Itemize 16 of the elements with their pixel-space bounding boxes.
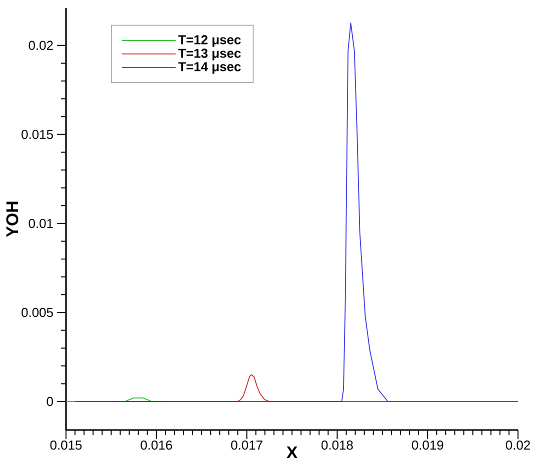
legend-label: T=14 μsec <box>178 62 241 74</box>
x-tick-label: 0.02 <box>506 440 530 450</box>
y-tick-label: 0.02 <box>28 40 53 50</box>
legend-label: T=12 μsec <box>178 35 241 47</box>
legend-label: T=13 μsec <box>178 48 241 60</box>
x-tick-label: 0.016 <box>140 440 172 450</box>
y-tick-label: 0 <box>46 396 53 406</box>
x-axis-title: X <box>286 446 298 458</box>
y-axis-title: YOH <box>6 202 18 238</box>
y-tick-label: 0.015 <box>22 130 53 140</box>
x-tick-label: 0.015 <box>50 440 82 450</box>
y-tick-label: 0.005 <box>22 308 53 318</box>
x-tick-label: 0.019 <box>412 440 444 450</box>
y-tick-label: 0.01 <box>28 218 53 228</box>
x-tick-label: 0.017 <box>231 440 262 450</box>
x-tick-label: 0.018 <box>321 440 353 450</box>
